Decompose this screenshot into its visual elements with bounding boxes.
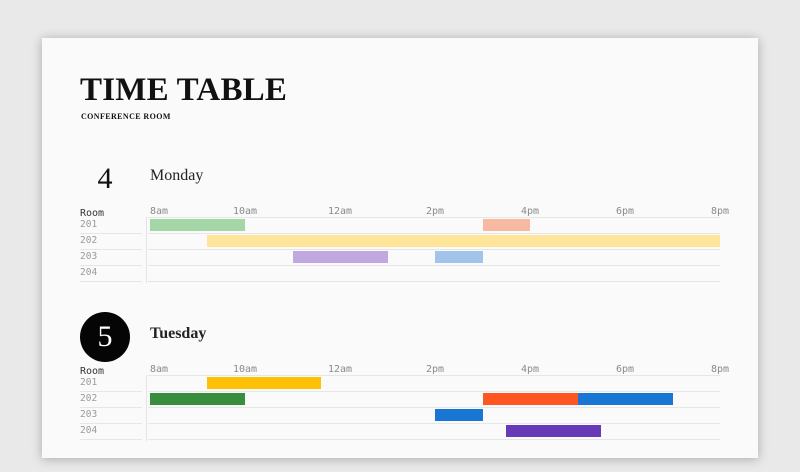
grid-row-line <box>148 249 720 250</box>
event-block-room-202[interactable] <box>207 235 720 247</box>
day-number: 4 <box>97 162 113 195</box>
grid-top-line <box>148 217 720 218</box>
grid-row-line <box>148 423 720 424</box>
grid-row-line <box>148 439 720 440</box>
grid-top-line <box>148 375 720 376</box>
event-block-room-204[interactable] <box>506 425 602 437</box>
page-subtitle: CONFERENCE ROOM <box>81 112 171 121</box>
day-section-monday: 4 Monday Room 8am 10am 12am 2pm 4pm 6pm 8pm 201… <box>42 154 758 314</box>
time-tick-label: 10am <box>232 364 258 375</box>
day-name: Tuesday <box>150 325 207 342</box>
time-tick-label: 12am <box>327 364 353 375</box>
time-tick-label: 2pm <box>425 206 445 217</box>
room-row-divider <box>80 391 142 392</box>
room-label: 204 <box>80 425 98 436</box>
day-number: 5 <box>80 312 130 362</box>
room-row-divider <box>80 233 142 234</box>
time-tick-label: 12am <box>327 206 353 217</box>
event-block-room-201[interactable] <box>482 219 530 231</box>
grid-row-line <box>148 391 720 392</box>
time-tick-label: 6pm <box>615 206 635 217</box>
room-row-divider <box>80 265 142 266</box>
grid-row-line <box>148 407 720 408</box>
room-label: 202 <box>80 393 98 404</box>
event-block-room-202[interactable] <box>482 393 578 405</box>
day-name: Monday <box>150 167 204 184</box>
timetable-card: TIME TABLE CONFERENCE ROOM 4 Monday Room… <box>42 38 758 458</box>
room-column-header: Room <box>80 208 105 219</box>
event-block-room-201[interactable] <box>150 219 245 231</box>
event-block-room-202[interactable] <box>577 393 673 405</box>
room-label: 203 <box>80 409 98 420</box>
room-column-divider <box>146 217 147 283</box>
room-column-divider <box>146 375 147 441</box>
time-tick-label: 6pm <box>615 364 635 375</box>
time-tick-label: 8pm <box>710 206 730 217</box>
room-row-divider <box>80 407 142 408</box>
room-row-divider <box>80 439 142 440</box>
page-title: TIME TABLE <box>80 72 288 108</box>
room-row-divider <box>80 281 142 282</box>
time-tick-label: 2pm <box>425 364 445 375</box>
event-block-room-203[interactable] <box>292 251 388 263</box>
day-section-tuesday: 5 Tuesday Room 8am 10am 12am 2pm 4pm 6pm 8pm 20… <box>42 312 758 472</box>
room-label: 202 <box>80 235 98 246</box>
time-tick-label: 4pm <box>520 206 540 217</box>
grid-row-line <box>148 265 720 266</box>
event-block-room-201[interactable] <box>207 377 321 389</box>
room-row-divider <box>80 423 142 424</box>
event-block-room-203[interactable] <box>435 251 483 263</box>
time-tick-label: 4pm <box>520 364 540 375</box>
time-tick-label: 8am <box>150 364 169 375</box>
room-row-divider <box>80 249 142 250</box>
room-label: 201 <box>80 377 98 388</box>
time-tick-label: 8pm <box>710 364 730 375</box>
event-block-room-202[interactable] <box>150 393 245 405</box>
time-tick-label: 8am <box>150 206 169 217</box>
room-column-header: Room <box>80 366 105 377</box>
grid-row-line <box>148 281 720 282</box>
room-label: 201 <box>80 219 98 230</box>
room-label: 203 <box>80 251 98 262</box>
grid-row-line <box>148 233 720 234</box>
event-block-room-203[interactable] <box>435 409 483 421</box>
time-tick-label: 10am <box>232 206 258 217</box>
room-label: 204 <box>80 267 98 278</box>
